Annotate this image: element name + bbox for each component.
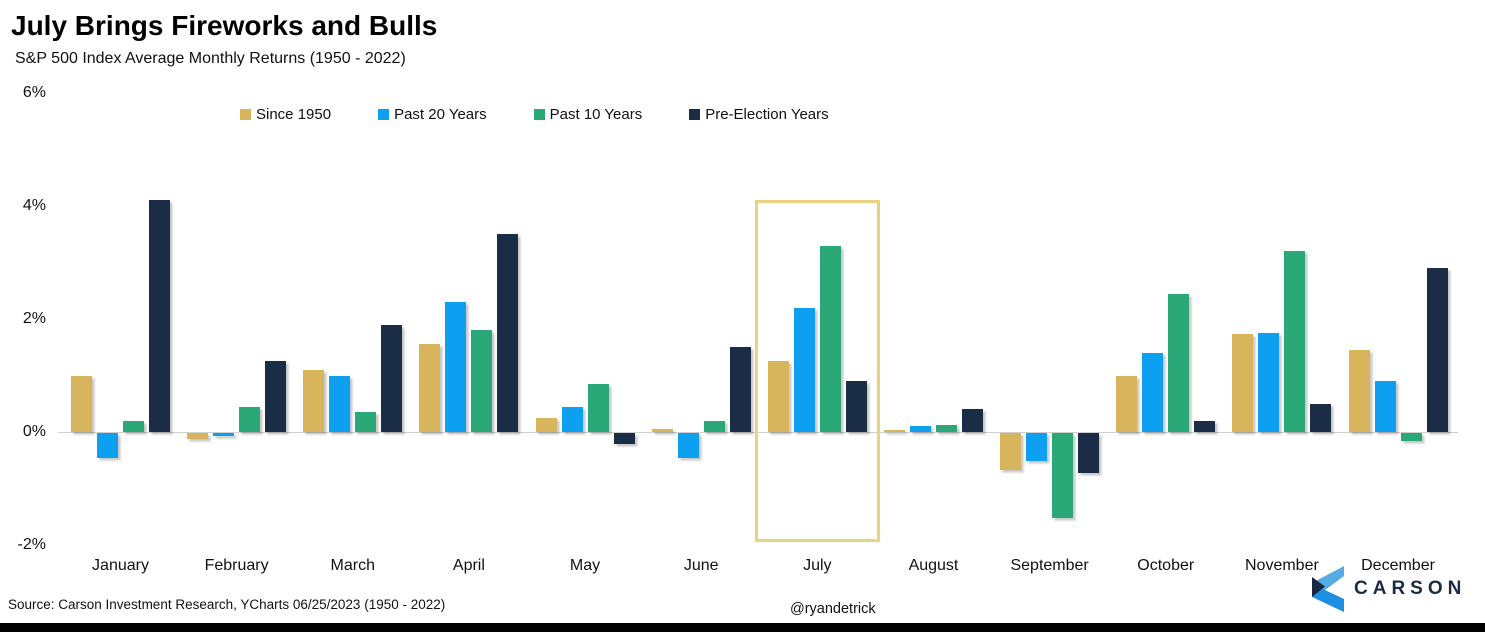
- bar-past-10-years-january: [123, 420, 144, 432]
- x-tick-label-february: February: [204, 557, 269, 574]
- bar-pre-election-years-november: [1310, 403, 1332, 432]
- x-tick-label-september: September: [1010, 557, 1089, 574]
- x-tick-label-march: March: [330, 557, 375, 574]
- bar-past-20-years-july: [793, 307, 815, 432]
- bar-since-1950-october: [1116, 375, 1138, 432]
- bar-pre-election-years-january: [149, 200, 170, 432]
- x-tick-label-july: July: [803, 557, 832, 574]
- bar-past-10-years-april: [471, 330, 493, 432]
- page-subtitle: S&P 500 Index Average Monthly Returns (1…: [15, 50, 406, 67]
- bar-past-20-years-january: [97, 433, 118, 459]
- bar-past-20-years-december: [1374, 381, 1396, 432]
- bar-past-10-years-december: [1400, 433, 1422, 442]
- bar-pre-election-years-february: [265, 361, 287, 432]
- y-tick-label--2: -2%: [17, 536, 46, 553]
- bar-pre-election-years-september: [1078, 433, 1100, 473]
- bar-past-10-years-february: [239, 406, 261, 432]
- bar-past-10-years-november: [1284, 251, 1306, 432]
- bar-past-20-years-june: [677, 433, 699, 459]
- july-highlight-box: [754, 200, 880, 542]
- legend-item-past-10-years: Past 10 Years: [533, 106, 643, 123]
- legend-item-pre-election-years: Pre-Election Years: [689, 106, 829, 123]
- bar-since-1950-february: [187, 433, 209, 439]
- bar-since-1950-may: [535, 417, 557, 432]
- x-tick-label-april: April: [452, 557, 485, 574]
- x-tick-label-october: October: [1137, 557, 1195, 574]
- x-tick-label-december: December: [1361, 557, 1435, 574]
- legend-swatch-icon: [689, 109, 701, 120]
- carson-logo-mark-icon: [1312, 566, 1344, 612]
- legend-swatch-icon: [378, 109, 390, 120]
- bar-since-1950-april: [419, 344, 441, 432]
- bar-past-20-years-may: [561, 406, 583, 432]
- bar-past-10-years-september: [1052, 433, 1074, 518]
- carson-logo: CARSON: [1308, 566, 1466, 612]
- legend-swatch-icon: [240, 109, 251, 120]
- bar-past-10-years-october: [1168, 293, 1190, 432]
- legend-label: Past 20 Years: [394, 106, 487, 123]
- y-tick-label-2: 2%: [22, 310, 46, 327]
- bar-since-1950-december: [1348, 350, 1370, 432]
- bar-past-20-years-february: [213, 433, 235, 436]
- x-tick-label-june: June: [683, 557, 719, 574]
- bar-since-1950-november: [1232, 333, 1254, 432]
- bar-pre-election-years-april: [497, 234, 519, 432]
- bottom-black-bar: [0, 623, 1485, 632]
- bar-past-10-years-may: [587, 383, 609, 432]
- bar-pre-election-years-december: [1426, 268, 1448, 432]
- bar-past-20-years-october: [1142, 352, 1164, 432]
- bar-pre-election-years-march: [381, 324, 403, 432]
- bar-past-10-years-july: [819, 245, 841, 432]
- legend-swatch-icon: [533, 109, 545, 120]
- bar-past-20-years-september: [1026, 433, 1048, 462]
- bar-past-20-years-august: [909, 426, 931, 432]
- carson-wordmark: CARSON: [1354, 578, 1467, 599]
- bar-since-1950-august: [883, 430, 905, 432]
- page-title: July Brings Fireworks and Bulls: [11, 10, 438, 41]
- legend-label: Pre-Election Years: [705, 106, 829, 123]
- bar-since-1950-march: [303, 369, 325, 432]
- bar-pre-election-years-july: [845, 381, 867, 432]
- bar-past-10-years-june: [703, 420, 725, 432]
- source-note: Source: Carson Investment Research, YCha…: [8, 597, 446, 612]
- bar-past-10-years-august: [935, 425, 957, 432]
- bar-pre-election-years-june: [729, 347, 751, 432]
- chart-legend: Since 1950 Past 20 Years Past 10 Years Pre-…: [240, 106, 829, 123]
- bar-since-1950-january: [71, 375, 92, 432]
- x-tick-label-august: August: [908, 557, 959, 574]
- legend-label: Past 10 Years: [549, 106, 643, 123]
- bar-since-1950-july: [767, 361, 789, 432]
- x-tick-label-january: January: [92, 557, 149, 574]
- bar-past-20-years-april: [445, 302, 467, 432]
- y-tick-label-6: 6%: [22, 84, 46, 101]
- bar-pre-election-years-august: [961, 409, 983, 432]
- bar-since-1950-september: [1000, 433, 1022, 470]
- bar-since-1950-june: [651, 429, 673, 432]
- bar-past-20-years-november: [1258, 332, 1280, 432]
- legend-item-past-20-years: Past 20 Years: [378, 106, 487, 123]
- y-tick-label-4: 4%: [22, 197, 46, 214]
- bar-pre-election-years-may: [613, 433, 635, 445]
- legend-item-since-1950: Since 1950: [240, 106, 331, 123]
- x-tick-label-may: May: [569, 557, 601, 574]
- bar-past-20-years-march: [329, 375, 351, 432]
- x-tick-label-november: November: [1244, 557, 1319, 574]
- bar-past-10-years-march: [355, 412, 377, 432]
- zero-axis-line: [58, 432, 1458, 433]
- legend-label: Since 1950: [256, 106, 332, 123]
- bar-pre-election-years-october: [1194, 420, 1216, 432]
- twitter-handle: @ryandetrick: [790, 601, 876, 617]
- y-tick-label-0: 0%: [22, 423, 46, 440]
